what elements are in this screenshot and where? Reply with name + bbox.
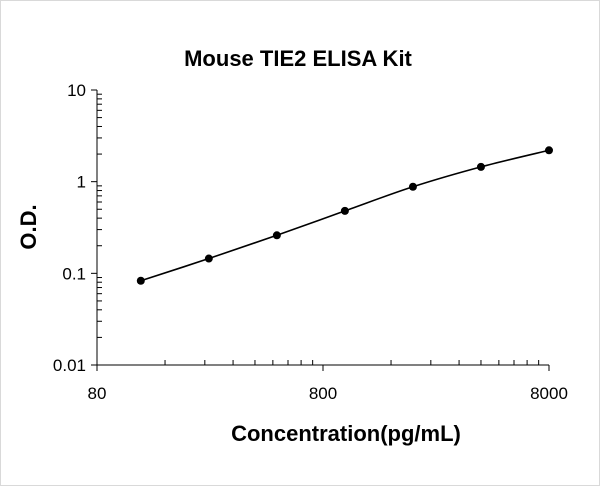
data-point [340, 206, 349, 215]
data-point [408, 182, 417, 191]
x-axis-title: Concentration(pg/mL) [231, 421, 461, 446]
x-tick-label: 80 [88, 384, 107, 403]
data-point [476, 162, 485, 171]
data-point [545, 146, 553, 155]
x-tick-label: 8000 [530, 384, 568, 403]
series-line [140, 149, 550, 282]
y-axis-title: O.D. [16, 204, 41, 249]
y-tick-label: 1 [77, 173, 86, 192]
data-point [136, 276, 145, 285]
chart-title: Mouse TIE2 ELISA Kit [184, 46, 412, 71]
series [136, 146, 553, 285]
data-point [272, 231, 281, 240]
y-tick-label: 10 [67, 81, 86, 100]
x-tick-label: 800 [309, 384, 337, 403]
data-point [204, 254, 213, 263]
y-tick-label: 0.01 [53, 356, 86, 375]
y-tick-label: 0.1 [62, 264, 86, 283]
